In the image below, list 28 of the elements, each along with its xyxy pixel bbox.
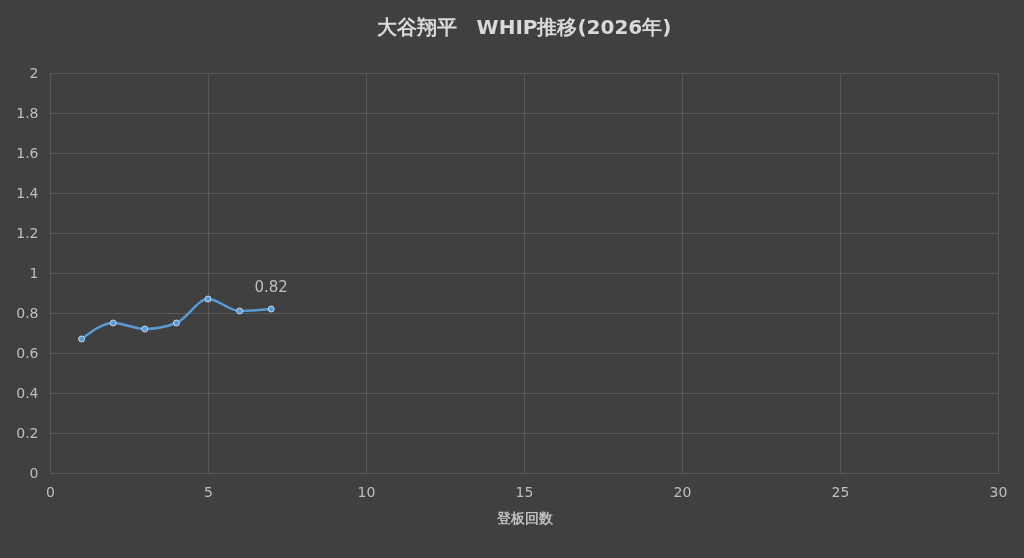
y-tick-label: 0.6 [16, 344, 39, 361]
x-tick-label: 25 [831, 483, 850, 500]
y-tick-label: 1.6 [16, 144, 39, 161]
point [172, 319, 180, 327]
x-tick-label: 5 [204, 483, 213, 500]
point [109, 319, 117, 327]
y-tick-label: 0 [29, 464, 39, 481]
y-tick-label: 1 [29, 264, 39, 281]
x-tick-label: 0 [46, 483, 55, 500]
x-tick-label: 20 [673, 483, 692, 500]
point [141, 325, 149, 333]
point [204, 295, 212, 303]
chart-title: 大谷翔平 WHIP推移(2026年) [376, 15, 672, 39]
x-tick-label: 30 [989, 483, 1008, 500]
y-tick-label: 0.2 [16, 424, 39, 441]
x-tick-label: 15 [515, 483, 534, 500]
y-tick-label: 1.4 [16, 184, 39, 201]
y-tick-label: 1.8 [16, 104, 39, 121]
x-axis-title: 登板回数 [495, 509, 554, 526]
y-tick-label: 0.4 [16, 384, 39, 401]
y-tick-label: 0.8 [16, 304, 39, 321]
x-tick-label: 10 [357, 483, 376, 500]
data-label: 0.82 [254, 278, 288, 296]
point [236, 307, 244, 315]
y-tick-label: 2 [29, 64, 39, 81]
point [267, 305, 275, 313]
y-tick-label: 1.2 [16, 224, 39, 241]
point [78, 335, 86, 343]
